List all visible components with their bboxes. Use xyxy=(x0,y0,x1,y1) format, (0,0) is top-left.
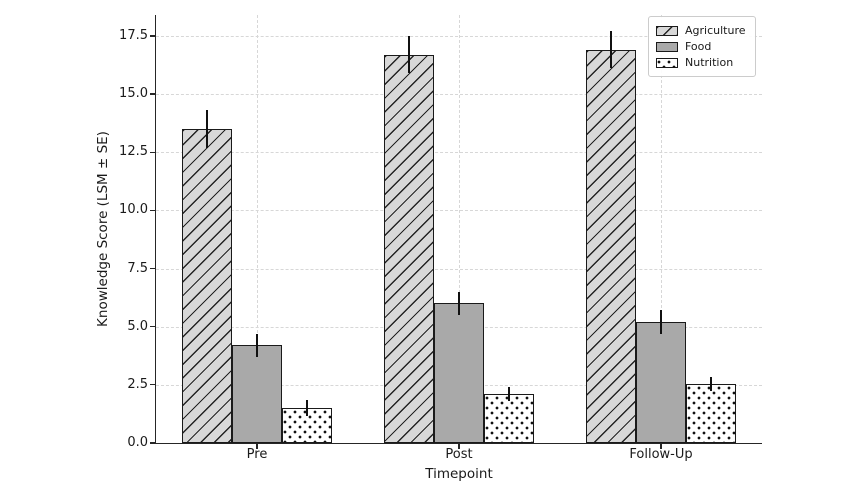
error-bar-nutrition-post xyxy=(508,387,510,402)
x-tick-label: Post xyxy=(445,447,473,462)
y-tick-mark xyxy=(150,326,155,328)
legend-item-nutrition: Nutrition xyxy=(656,55,748,70)
legend-label: Food xyxy=(685,40,712,53)
bar-food-pre xyxy=(232,345,282,443)
error-bar-food-follow-up xyxy=(660,310,662,334)
y-tick-label: 10.0 xyxy=(119,202,148,218)
bar-food-post xyxy=(434,303,484,443)
y-tick-label: 12.5 xyxy=(119,144,148,160)
agriculture-swatch-icon xyxy=(656,25,678,36)
x-tick-mark xyxy=(256,444,258,449)
nutrition-swatch-icon xyxy=(656,57,678,68)
y-tick-label: 17.5 xyxy=(119,27,148,43)
legend-label: Nutrition xyxy=(685,56,734,69)
bar-agriculture-pre xyxy=(182,128,232,443)
x-tick-label: Follow-Up xyxy=(629,447,693,462)
y-tick-mark xyxy=(150,209,155,212)
x-tick-label: Pre xyxy=(246,447,268,462)
y-tick-mark xyxy=(150,267,155,270)
error-bar-agriculture-pre xyxy=(206,110,208,148)
y-axis-label: Knowledge Score (LSM ± SE) xyxy=(95,131,111,327)
y-tick-label: 2.5 xyxy=(127,376,148,392)
error-bar-agriculture-post xyxy=(408,35,410,74)
y-tick-mark xyxy=(150,384,155,386)
x-axis-spine xyxy=(154,443,762,445)
y-tick-label: 0.0 xyxy=(127,435,148,450)
v-gridline xyxy=(257,15,258,443)
x-tick-mark xyxy=(458,444,460,449)
y-tick-mark xyxy=(150,151,155,153)
error-bar-food-pre xyxy=(256,333,258,357)
legend-item-food: Food xyxy=(656,39,748,54)
error-bar-nutrition-pre xyxy=(306,399,308,417)
food-swatch-icon xyxy=(656,41,678,52)
bar-agriculture-post xyxy=(384,54,434,443)
x-axis-label: Timepoint xyxy=(425,466,493,482)
y-tick-mark xyxy=(150,35,155,37)
x-tick-mark xyxy=(660,444,662,449)
y-tick-label: 15.0 xyxy=(119,86,148,102)
y-tick-label: 5.0 xyxy=(127,318,148,334)
error-bar-food-post xyxy=(458,291,460,316)
error-bar-agriculture-follow-up xyxy=(610,31,612,69)
bar-nutrition-post xyxy=(484,394,534,443)
y-axis-spine xyxy=(154,15,157,444)
plot-area xyxy=(156,15,762,443)
v-gridline xyxy=(661,15,662,443)
bar-agriculture-follow-up xyxy=(586,49,636,443)
y-tick-mark xyxy=(150,442,155,444)
y-tick-label: 7.5 xyxy=(127,260,148,276)
bar-nutrition-follow-up xyxy=(686,383,736,443)
legend-label: Agriculture xyxy=(685,24,746,37)
legend: Agriculture Food Nutrition xyxy=(648,16,756,77)
error-bar-nutrition-follow-up xyxy=(710,376,712,391)
legend-item-agriculture: Agriculture xyxy=(656,23,748,38)
bar-food-follow-up xyxy=(636,322,686,443)
y-tick-mark xyxy=(150,93,155,95)
v-gridline xyxy=(459,15,460,443)
